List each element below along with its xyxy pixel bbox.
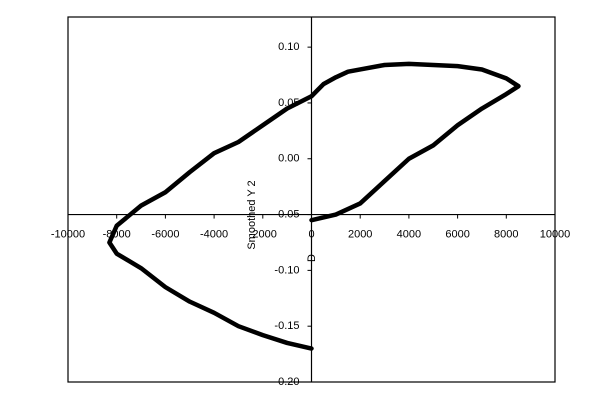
y-tick-label: -0.15 <box>274 320 299 332</box>
x-tick-label: -2000 <box>249 228 277 240</box>
x-tick-label: -6000 <box>151 228 179 240</box>
y-tick-label: -0.10 <box>274 264 299 276</box>
x-tick-label: 2000 <box>348 228 372 240</box>
y-tick-label: 0.10 <box>278 41 299 53</box>
x-tick-label: 6000 <box>445 228 469 240</box>
x-tick-label: 10000 <box>540 228 571 240</box>
y-tick-label: -0.05 <box>274 208 299 220</box>
x-tick-label: -10000 <box>51 228 85 240</box>
data-line <box>107 61 521 351</box>
x-tick-label: 4000 <box>397 228 421 240</box>
y-tick-label: -0.20 <box>274 376 299 388</box>
x-tick-label: 0 <box>308 228 314 240</box>
x-tick-label: 8000 <box>494 228 518 240</box>
y-tick-label: 0.00 <box>278 153 299 165</box>
x-tick-label: -4000 <box>200 228 228 240</box>
